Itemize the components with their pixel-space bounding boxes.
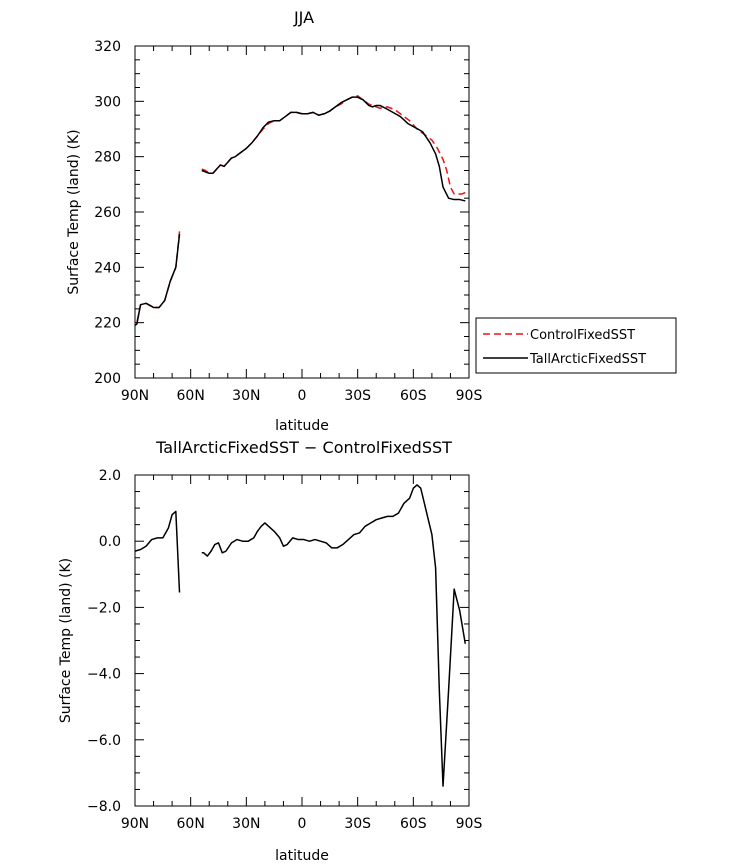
chart-title: TallArcticFixedSST − ControlFixedSST [155, 438, 452, 457]
series-line-segment [134, 510, 181, 593]
x-tick-label: 30S [344, 816, 371, 832]
x-tick-label: 60N [177, 388, 205, 404]
series-line-segment [134, 231, 181, 325]
y-axis-title: Surface Temp (land) (K) [58, 558, 74, 723]
x-tick-label: 30N [232, 388, 260, 404]
legend-label: TallArcticFixedSST [529, 352, 646, 367]
series-line-segment [201, 484, 467, 787]
y-tick-label: 2.0 [99, 468, 121, 484]
legend: ControlFixedSST TallArcticFixedSST [475, 317, 677, 374]
y-tick-label: 220 [94, 316, 121, 332]
legend-box [475, 317, 677, 374]
x-tick-label: 90S [456, 388, 483, 404]
x-tick-label: 90N [121, 816, 149, 832]
y-tick-label: −2.0 [87, 600, 121, 616]
y-tick-label: −4.0 [87, 667, 121, 683]
x-tick-label: 60N [177, 816, 205, 832]
y-tick-label: −8.0 [87, 799, 121, 815]
plot-frame [134, 474, 470, 807]
y-tick-label: 240 [94, 260, 121, 276]
x-axis-title: latitude [275, 418, 329, 434]
y-tick-label: 280 [94, 150, 121, 166]
chart-title: JJA [293, 8, 314, 27]
x-tick-label: 90N [121, 388, 149, 404]
series-line-segment [201, 96, 466, 202]
x-tick-label: 30N [232, 816, 260, 832]
x-axis-title: latitude [275, 848, 329, 864]
y-axis-title: Surface Temp (land) (K) [66, 129, 82, 294]
y-tick-label: −6.0 [87, 733, 121, 749]
series-ControlFixedSST [134, 95, 466, 325]
chart-panel-2: TallArcticFixedSST − ControlFixedSST 90N 6… [58, 438, 482, 864]
x-tick-label: 60S [400, 388, 427, 404]
series-line-segment [201, 95, 466, 195]
chart-panel-1: JJA 90N 60N 30N 0 30S 60S 90S 200 220 240 260 280 300… [66, 8, 677, 434]
series-line-0 [134, 484, 467, 787]
y-tick-label: 320 [94, 39, 121, 55]
y-tick-label: 0.0 [99, 534, 121, 550]
x-tick-label: 90S [456, 816, 483, 832]
x-tick-label: 0 [298, 388, 307, 404]
x-tick-label: 60S [400, 816, 427, 832]
legend-label: ControlFixedSST [530, 328, 635, 343]
x-tick-label: 30S [344, 388, 371, 404]
x-tick-label: 0 [298, 816, 307, 832]
y-tick-label: 260 [94, 205, 121, 221]
y-tick-label: 300 [94, 94, 121, 110]
series-TallArcticFixedSST [134, 96, 466, 327]
plot-frame [134, 45, 470, 379]
y-tick-label: 200 [94, 371, 121, 387]
series-line-segment [134, 234, 181, 327]
